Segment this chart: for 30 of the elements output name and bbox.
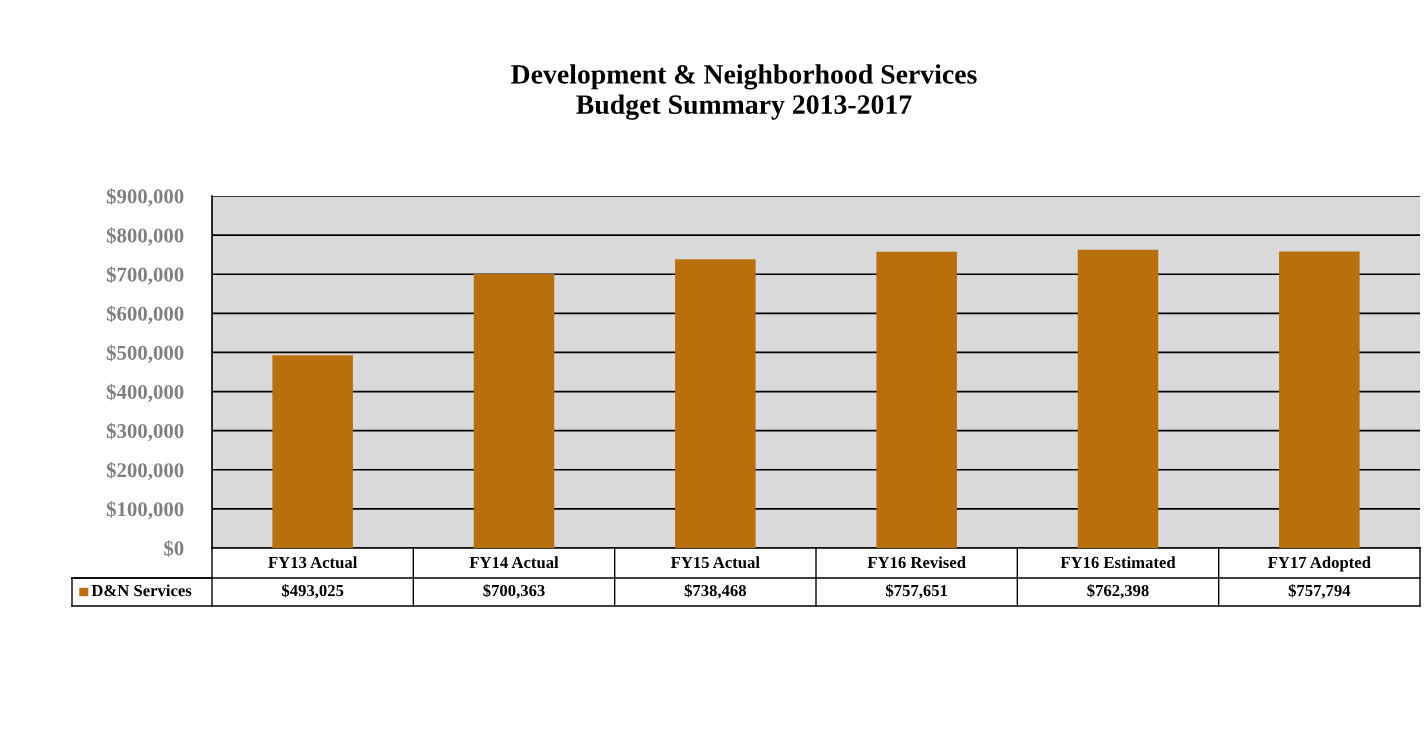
y-tick-label: $400,000 [106, 383, 184, 403]
legend-label: D&N Services [91, 584, 192, 597]
y-tick-label: $800,000 [106, 227, 184, 246]
chart-title: Development & Neighborhood Services Budget Summary 2013-2017 [511, 64, 977, 120]
y-tick-label: $500,000 [106, 344, 184, 363]
data-label: $757,651 [886, 583, 948, 599]
y-tick-label: $900,000 [106, 188, 184, 207]
y-tick-label: $600,000 [106, 305, 184, 324]
y-tick-label: $700,000 [106, 266, 184, 285]
y-tick-label: $100,000 [106, 501, 184, 520]
data-label: $493,025 [282, 583, 344, 599]
x-tick-label: FY17 Adopted [1267, 556, 1371, 572]
x-tick-label: FY16 Revised [867, 556, 966, 569]
x-tick-label: FY16 Estimated [1060, 556, 1176, 569]
bar [876, 251, 957, 548]
data-label: $700,363 [483, 583, 545, 599]
bar [1077, 249, 1159, 548]
data-label: $738,468 [684, 583, 747, 599]
bar [675, 259, 756, 548]
x-tick-label: FY15 Actual [670, 556, 760, 569]
bar [272, 355, 353, 548]
bar [1279, 251, 1360, 548]
data-label: $757,794 [1288, 583, 1351, 599]
y-tick-label: $200,000 [106, 461, 184, 481]
data-label: $762,398 [1087, 583, 1149, 599]
y-tick-label: $0 [164, 540, 184, 557]
bar [473, 274, 555, 548]
x-tick-label: FY14 Actual [469, 556, 559, 569]
y-tick-label: $300,000 [106, 422, 184, 442]
x-tick-label: FY13 Actual [268, 556, 358, 569]
